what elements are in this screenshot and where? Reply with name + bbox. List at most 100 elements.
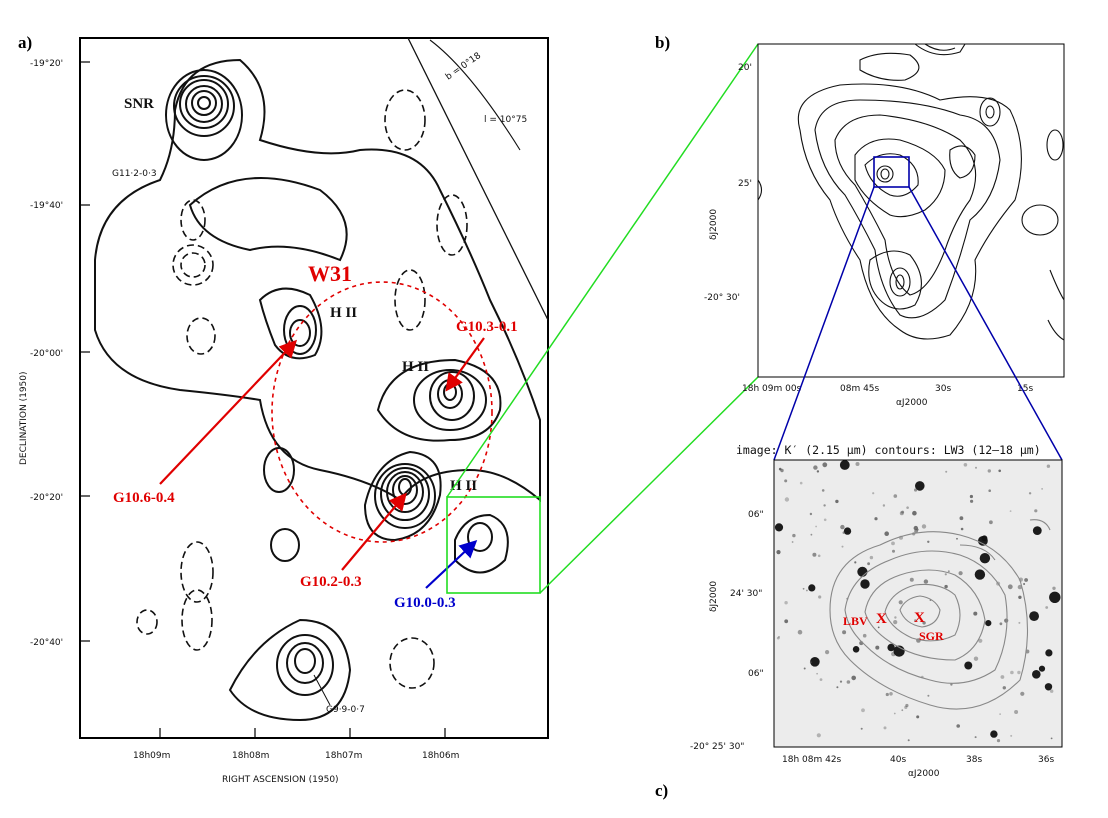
star xyxy=(887,643,895,652)
star xyxy=(877,626,880,629)
xtick: 15s xyxy=(1017,384,1033,394)
zoom-line xyxy=(446,43,759,498)
source-g112: G11·2-0·3 xyxy=(112,169,157,179)
star xyxy=(945,470,948,473)
star xyxy=(978,638,983,643)
star-field xyxy=(774,460,1061,743)
star xyxy=(1049,591,1061,603)
star xyxy=(784,601,788,605)
star xyxy=(1050,737,1053,740)
panel-b: b) 20' 25' -20° 30' δJ2000 18h 09m 00s 0… xyxy=(655,33,1065,408)
star xyxy=(956,724,960,728)
star xyxy=(802,587,805,590)
star xyxy=(867,562,870,566)
g099-contours xyxy=(228,618,352,722)
ytick: -19°20' xyxy=(30,59,63,69)
star xyxy=(1010,670,1014,675)
outer-contour xyxy=(94,58,541,503)
star xyxy=(979,553,991,564)
star xyxy=(810,657,820,667)
ytick: -19°40' xyxy=(30,201,63,211)
arrow-g102 xyxy=(341,492,407,571)
star xyxy=(874,517,878,521)
star xyxy=(839,680,843,683)
star xyxy=(822,462,828,468)
star xyxy=(825,650,830,655)
star xyxy=(1018,621,1021,624)
star xyxy=(803,667,806,670)
zoom-line xyxy=(539,376,759,594)
star xyxy=(914,529,918,533)
star xyxy=(905,703,909,708)
star xyxy=(840,524,845,530)
star xyxy=(815,525,817,528)
star xyxy=(969,494,974,499)
star xyxy=(810,533,813,536)
star xyxy=(956,537,958,540)
star xyxy=(842,630,847,635)
xtick: 38s xyxy=(966,755,982,765)
star xyxy=(816,733,821,738)
ytick: -20°40' xyxy=(30,638,63,648)
galactic-line-b xyxy=(429,39,521,151)
star xyxy=(778,636,780,638)
ytick: -20°20' xyxy=(30,493,63,503)
panel-a-frame xyxy=(79,37,549,739)
star xyxy=(950,683,953,686)
star xyxy=(906,506,909,510)
star xyxy=(774,523,784,532)
ytick: 24' 30" xyxy=(730,589,762,599)
g103-contours xyxy=(376,358,502,442)
lbv-label: LBV xyxy=(843,614,868,628)
panel-a-label: a) xyxy=(18,33,32,52)
star xyxy=(964,661,973,670)
star xyxy=(780,468,784,473)
xtick: 18h07m xyxy=(325,751,362,761)
star xyxy=(843,527,852,535)
star xyxy=(901,510,905,514)
inner-loop-contour xyxy=(188,177,348,262)
star xyxy=(875,645,880,650)
star xyxy=(974,569,986,580)
star xyxy=(882,504,886,507)
star xyxy=(809,512,813,516)
panel-a-yticks: -19°20' -19°40' -20°00' -20°20' -20°40' xyxy=(30,59,63,648)
b-line-label: b = 0°18 xyxy=(444,51,483,83)
label-g100: G10.0-0.3 xyxy=(394,595,456,611)
panel-c-contours xyxy=(829,519,1051,710)
panel-a: a) -19°20' -19°40' -20°00' -20°20' -20°4… xyxy=(18,33,549,785)
star xyxy=(1014,710,1019,714)
star xyxy=(791,541,794,543)
star xyxy=(821,489,825,492)
xtick: 18h08m xyxy=(232,751,269,761)
star xyxy=(978,536,988,546)
star xyxy=(907,739,910,742)
star xyxy=(973,611,978,616)
star xyxy=(944,584,948,589)
star xyxy=(869,555,874,560)
star xyxy=(889,692,893,696)
star xyxy=(846,680,851,684)
star xyxy=(1028,492,1032,495)
star xyxy=(899,511,904,516)
ytick: -20° 30' xyxy=(704,293,740,303)
label-g102: G10.2-0.3 xyxy=(300,574,362,590)
source-g099: G9·9-0·7 xyxy=(326,705,365,715)
zoom-box-a xyxy=(446,496,541,594)
marker-lbv: X xyxy=(876,611,887,627)
star xyxy=(784,619,789,624)
star xyxy=(812,552,817,557)
star xyxy=(987,469,991,473)
star xyxy=(839,460,850,470)
star xyxy=(909,577,914,582)
panel-c-label: c) xyxy=(655,781,668,800)
panel-c: image: K′ (2.15 μm) contours: LW3 (12–18… xyxy=(655,443,1063,800)
star xyxy=(776,550,781,555)
star xyxy=(959,516,964,521)
star xyxy=(883,726,887,730)
star xyxy=(985,620,992,627)
star xyxy=(860,727,863,730)
panel-b-xticks: 18h 09m 00s 08m 45s 30s 15s xyxy=(742,384,1033,394)
panel-c-xticks: 18h 08m 42s 40s 38s 36s xyxy=(782,755,1054,765)
